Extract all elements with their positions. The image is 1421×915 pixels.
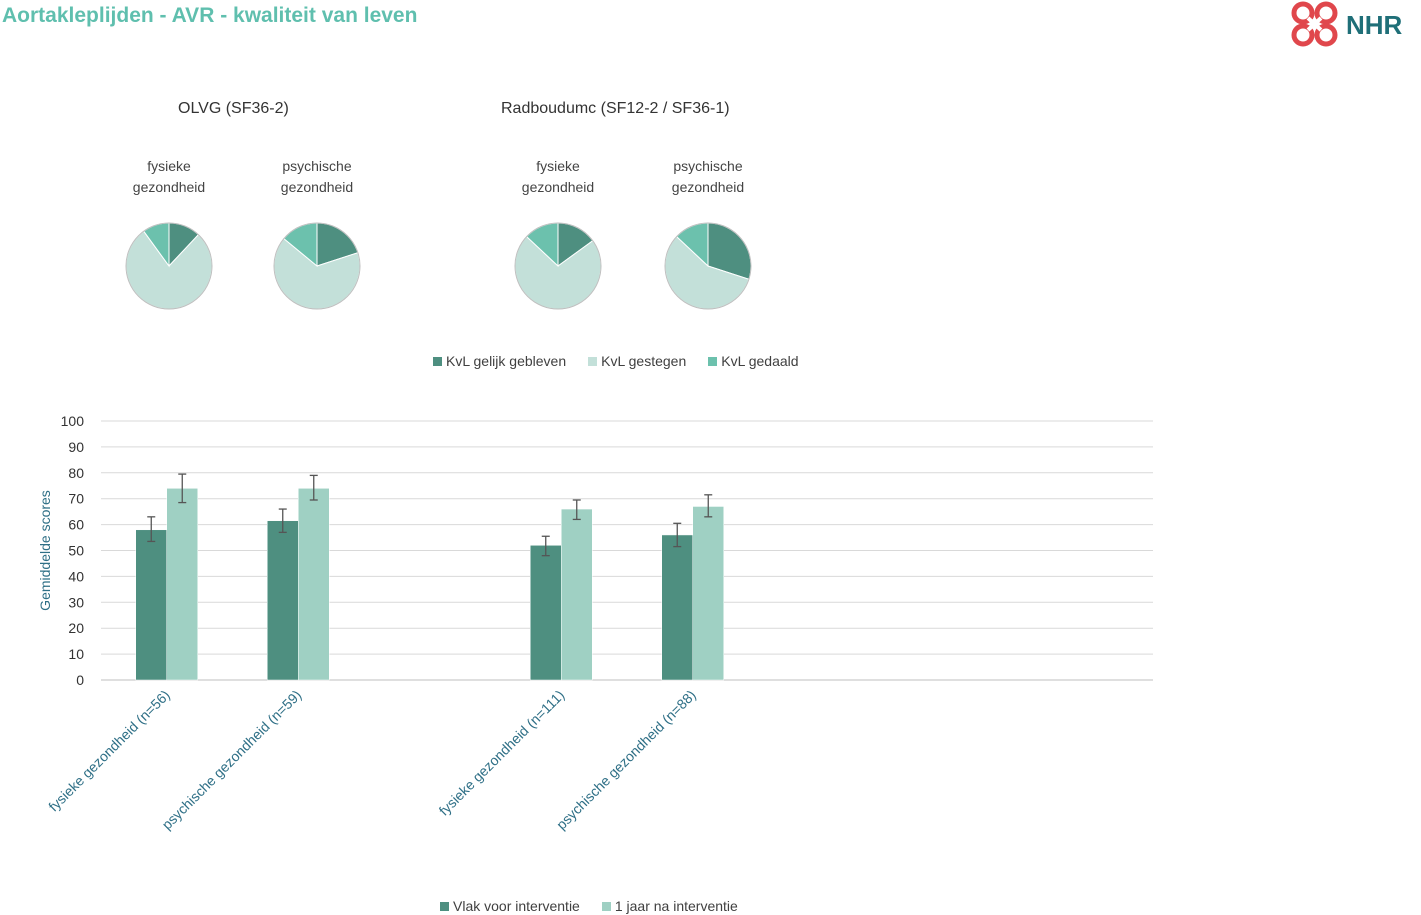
bar-na-1 xyxy=(298,488,330,681)
legend-swatch-gelijk xyxy=(433,356,442,366)
bar-na-0 xyxy=(166,488,198,681)
pie-title-radboud-psychisch: psychische gezondheid xyxy=(671,158,745,195)
y-tick-label: 40 xyxy=(68,568,84,584)
bar-legend: Vlak voor interventie 1 jaar na interven… xyxy=(440,898,760,914)
y-tick-label: 80 xyxy=(68,465,84,481)
y-tick-label: 0 xyxy=(76,672,84,688)
y-tick-label: 90 xyxy=(68,439,84,455)
y-axis-label: Gemiddelde scores xyxy=(37,490,53,611)
legend-item-gelijk: KvL gelijk gebleven xyxy=(433,353,566,369)
pie-group-title-radboudumc: Radboudumc (SF12-2 / SF36-1) xyxy=(501,100,730,117)
y-tick-label: 10 xyxy=(68,646,84,662)
legend-label-gedaald: KvL gedaald xyxy=(721,353,799,369)
pie-legend: KvL gelijk gebleven KvL gestegen KvL ged… xyxy=(433,353,821,369)
y-tick-label: 20 xyxy=(68,620,84,636)
pie-2-outline xyxy=(514,222,602,310)
x-tick-label: fysieke gezondheid (n=56) xyxy=(45,687,173,815)
legend-label-gelijk: KvL gelijk gebleven xyxy=(446,353,567,369)
logo-ring-3 xyxy=(1291,23,1315,47)
legend-label-na: 1 jaar na interventie xyxy=(614,898,738,914)
bar-na-3 xyxy=(561,508,593,681)
logo-ring-1 xyxy=(1291,1,1315,25)
legend-label-gestegen: KvL gestegen xyxy=(601,353,687,369)
x-tick-label: psychische gezondheid (n=59) xyxy=(158,687,304,833)
bar-voor-1 xyxy=(267,520,299,681)
y-tick-label: 50 xyxy=(68,543,84,559)
x-tick-label: psychische gezondheid (n=88) xyxy=(553,687,699,833)
legend-label-voor: Vlak voor interventie xyxy=(453,898,580,914)
y-tick-label: 100 xyxy=(61,413,85,429)
legend-item-gestegen: KvL gestegen xyxy=(588,353,686,369)
x-tick-label: fysieke gezondheid (n=111) xyxy=(436,687,568,819)
legend-item-voor: Vlak voor interventie xyxy=(440,898,580,914)
pie-charts xyxy=(125,222,752,310)
y-tick-label: 70 xyxy=(68,491,84,507)
bar-na-4 xyxy=(692,506,724,681)
pie-title-olvg-fysiek: fysieke gezondheid xyxy=(132,158,206,195)
legend-item-gedaald: KvL gedaald xyxy=(708,353,799,369)
pie-0-outline xyxy=(125,222,213,310)
legend-item-na: 1 jaar na interventie xyxy=(601,898,738,914)
page-title: Aortakleplijden - AVR - kwaliteit van le… xyxy=(2,4,418,27)
legend-swatch-gestegen xyxy=(588,356,598,366)
logo-text: NHR xyxy=(1346,10,1403,40)
pie-title-olvg-psychisch: psychische gezondheid xyxy=(280,158,354,195)
logo-ring-4 xyxy=(1314,23,1338,47)
legend-swatch-voor xyxy=(440,901,449,911)
legend-swatch-na xyxy=(601,901,611,911)
y-tick-label: 30 xyxy=(68,594,84,610)
pie-title-radboud-fysiek: fysieke gezondheid xyxy=(521,158,595,195)
bar-voor-0 xyxy=(135,529,167,681)
pie-3-outline xyxy=(664,222,752,310)
logo-ring-2 xyxy=(1314,1,1338,25)
nhr-logo: NHR xyxy=(1291,1,1403,47)
bar-voor-3 xyxy=(530,545,562,681)
pie-1-outline xyxy=(273,222,361,310)
bar-voor-4 xyxy=(661,534,693,681)
y-tick-label: 60 xyxy=(68,517,84,533)
legend-swatch-gedaald xyxy=(708,356,718,366)
pie-group-title-olvg: OLVG (SF36-2) xyxy=(178,100,289,117)
